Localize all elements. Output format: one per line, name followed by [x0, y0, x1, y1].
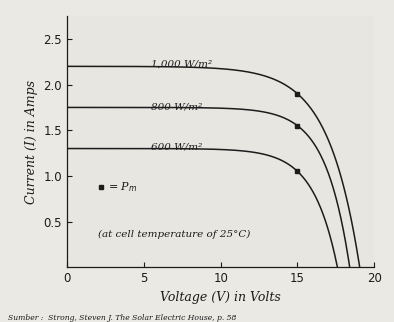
Text: = P$_m$: = P$_m$	[108, 180, 138, 194]
Text: (at cell temperature of 25°C): (at cell temperature of 25°C)	[98, 230, 250, 239]
Y-axis label: Current (I) in Amps: Current (I) in Amps	[25, 80, 38, 204]
X-axis label: Voltage (V) in Volts: Voltage (V) in Volts	[160, 291, 281, 304]
Text: 800 W/m²: 800 W/m²	[151, 102, 203, 111]
Text: 1,000 W/m²: 1,000 W/m²	[151, 60, 213, 69]
Text: Sumber :  Strong, Steven J. The Solar Electric House, p. 58: Sumber : Strong, Steven J. The Solar Ele…	[8, 314, 236, 322]
Text: 600 W/m²: 600 W/m²	[151, 142, 203, 151]
